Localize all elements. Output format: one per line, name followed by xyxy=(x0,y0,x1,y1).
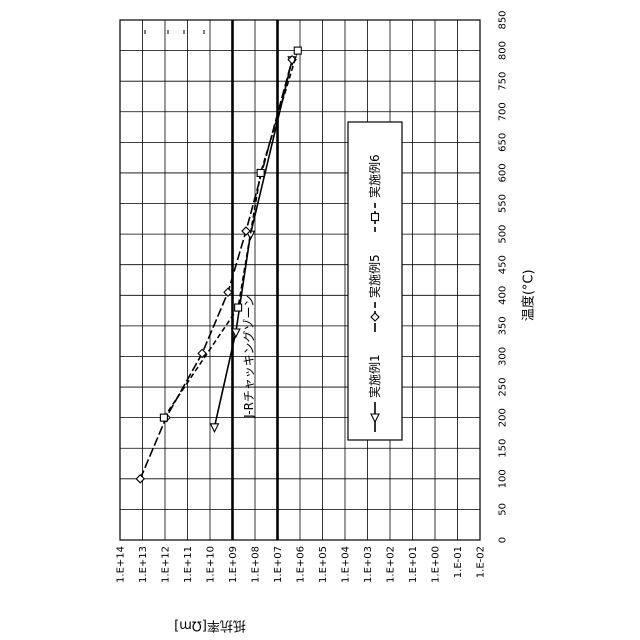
y-tick-label: 1.E+12 xyxy=(161,546,172,583)
x-axis-label: 温度(°C) xyxy=(521,269,537,321)
y-tick-labels: 1.E+14 1.E+13 1.E+12 1.E+11 1.E+10 1.E+09 1.E+… xyxy=(116,546,487,583)
x-tick-label: 150 xyxy=(498,439,509,458)
x-tick-label: 800 xyxy=(498,41,509,60)
legend-label: 実施例5 xyxy=(367,254,382,298)
x-tick-label: 200 xyxy=(498,408,509,427)
marker-square xyxy=(372,214,379,221)
marker-square xyxy=(257,169,264,176)
legend: 実施例1 実施例5 実施例6 xyxy=(348,122,402,440)
y-tick-label: 1.E+01 xyxy=(408,546,419,583)
x-tick-label: 750 xyxy=(498,72,509,91)
y-tick-label: 1.E+13 xyxy=(138,546,149,583)
y-tick-label: 1.E+07 xyxy=(273,546,284,583)
x-tick-label: 50 xyxy=(498,503,509,516)
x-tick-label: 700 xyxy=(498,102,509,121)
x-tick-label: 650 xyxy=(498,133,509,152)
y-tick-label: 1.E+02 xyxy=(386,546,397,583)
marker-square xyxy=(235,304,242,311)
legend-label: 実施例1 xyxy=(367,354,382,398)
x-tick-label: 600 xyxy=(498,163,509,182)
x-tick-label: 300 xyxy=(498,347,509,366)
x-tick-label: 350 xyxy=(498,316,509,335)
y-tick-label: 1.E-02 xyxy=(476,546,487,578)
y-tick-label: 1.E+08 xyxy=(251,546,262,583)
y-axis-label: 抵抗率[Ωm] xyxy=(174,617,246,633)
x-tick-label: 0 xyxy=(498,537,509,543)
x-tick-label: 450 xyxy=(498,255,509,274)
x-tick-label: 500 xyxy=(498,225,509,244)
x-tick-label: 250 xyxy=(498,378,509,397)
legend-label: 実施例6 xyxy=(367,154,382,198)
zone-label: J-Rチャッキングゾーン xyxy=(242,295,256,419)
x-tick-label: 400 xyxy=(498,286,509,305)
marker-square xyxy=(160,414,167,421)
marker-square xyxy=(294,47,301,54)
y-tick-label: 1.E-01 xyxy=(453,546,464,578)
y-tick-label: 1.E+11 xyxy=(183,546,194,583)
y-tick-label: 1.E+09 xyxy=(228,546,239,583)
y-tick-label: 1.E+03 xyxy=(363,546,374,583)
x-tick-label: 100 xyxy=(498,469,509,488)
y-tick-label: 1.E+14 xyxy=(116,546,127,583)
y-tick-label: 1.E+00 xyxy=(431,546,442,583)
y-tick-label: 1.E+10 xyxy=(206,546,217,583)
y-tick-label: 1.E+06 xyxy=(296,546,307,583)
y-tick-label: 1.E+04 xyxy=(341,546,352,583)
y-tick-label: 1.E+05 xyxy=(318,546,329,583)
x-tick-label: 550 xyxy=(498,194,509,213)
x-tick-label: 850 xyxy=(498,10,509,29)
